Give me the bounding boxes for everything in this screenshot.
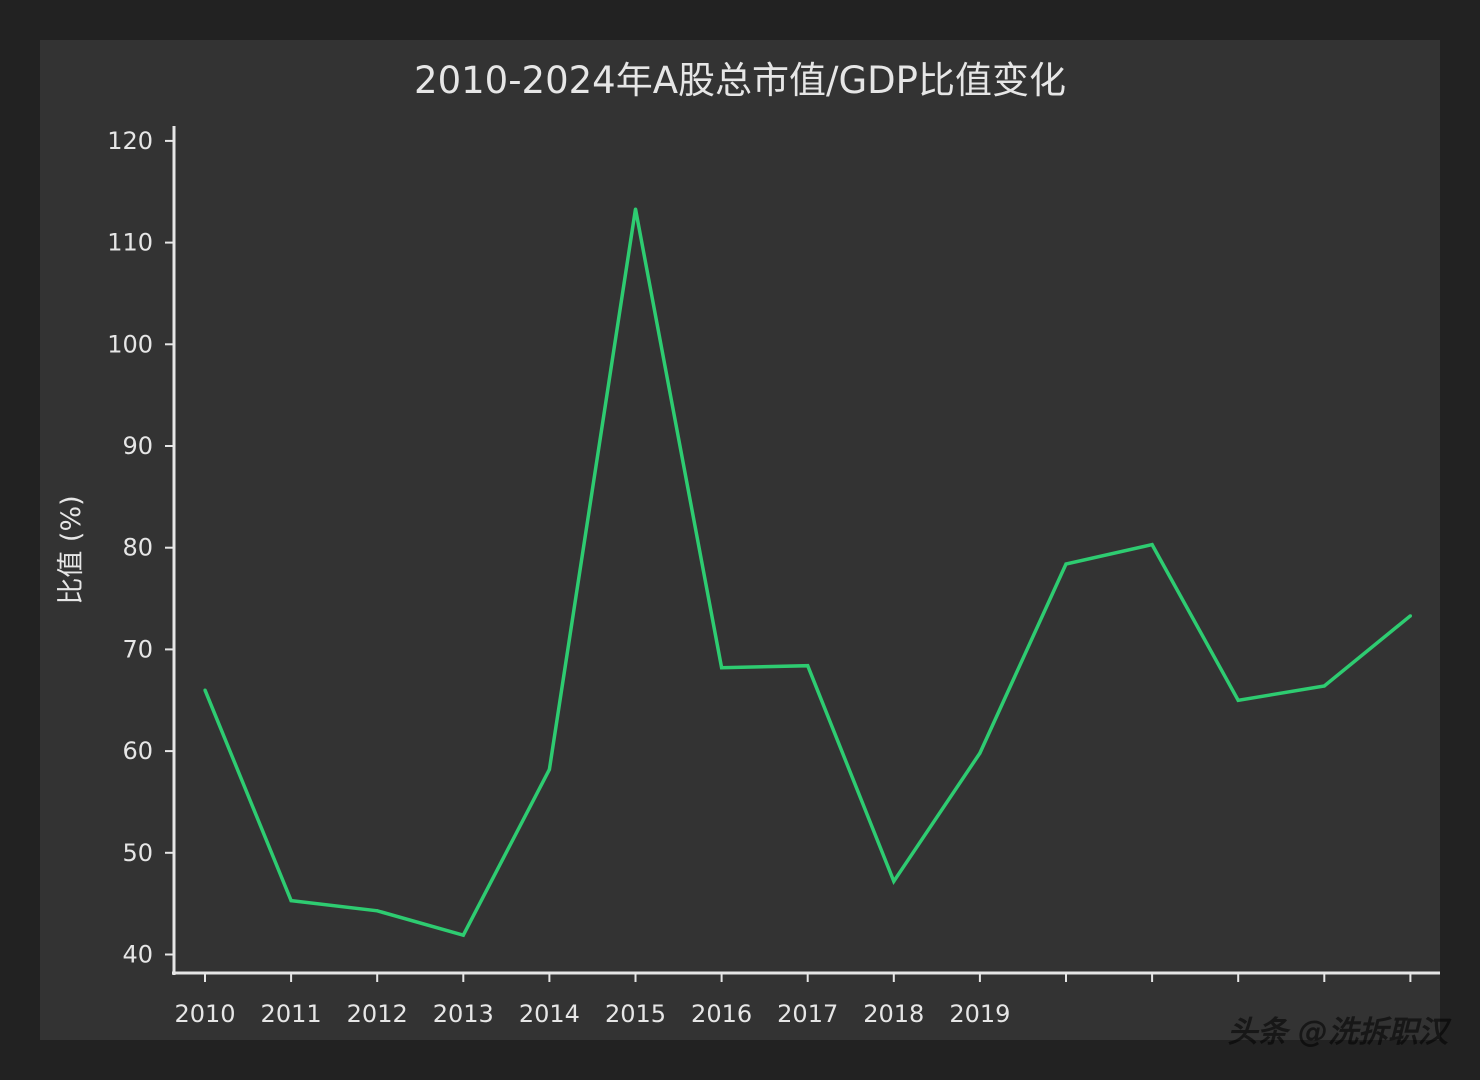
data-point xyxy=(461,933,465,937)
y-tick-label: 70 xyxy=(122,635,153,663)
x-tick-label: 2013 xyxy=(433,1000,494,1028)
data-point xyxy=(1408,614,1412,618)
data-point xyxy=(806,664,810,668)
y-tick-label: 50 xyxy=(122,839,153,867)
x-tick-label: 2012 xyxy=(347,1000,408,1028)
y-axis-label: 比值 (%) xyxy=(56,495,87,604)
series-line xyxy=(203,208,1412,938)
y-tick-label: 110 xyxy=(107,229,153,257)
x-tick-label: 2018 xyxy=(863,1000,924,1028)
y-tick-label: 40 xyxy=(122,941,153,969)
chart-title: 2010-2024年A股总市值/GDP比值变化 xyxy=(414,59,1066,102)
data-point xyxy=(375,909,379,913)
data-point xyxy=(289,898,293,903)
x-tick-label: 2015 xyxy=(605,1000,666,1028)
data-point xyxy=(1236,698,1240,702)
x-tick-label: 2010 xyxy=(174,1000,235,1028)
y-tick-label: 100 xyxy=(107,330,153,358)
y-tick-label: 120 xyxy=(107,127,153,155)
y-tick-label: 80 xyxy=(122,534,153,562)
watermark-text: 头条 @洗拆职汉 xyxy=(1228,1015,1452,1050)
data-point xyxy=(547,767,552,772)
data-point xyxy=(720,666,724,670)
x-tick-label: 2019 xyxy=(949,1000,1010,1028)
y-tick-label: 60 xyxy=(122,737,153,765)
data-point xyxy=(633,207,638,211)
series-group xyxy=(203,207,1412,938)
y-axis-ticks: 40 50 60 70 80 90 100 110 120 xyxy=(107,127,174,969)
x-tick-label: 2011 xyxy=(261,1000,322,1028)
data-point xyxy=(892,879,896,883)
watermark: 头条 @洗拆职汉 xyxy=(1228,1015,1452,1050)
x-tick-label: 2016 xyxy=(691,1000,752,1028)
data-point xyxy=(1150,543,1154,547)
chart-panel xyxy=(40,40,1440,1040)
data-point xyxy=(203,688,207,692)
data-point xyxy=(1064,562,1068,566)
data-point xyxy=(1322,684,1326,688)
data-point xyxy=(978,751,982,755)
x-tick-label: 2017 xyxy=(777,1000,838,1028)
y-tick-label: 90 xyxy=(122,432,153,460)
x-tick-label: 2014 xyxy=(519,1000,580,1028)
x-axis-ticks: 2010 2011 2012 2013 2014 2015 2016 2017 2018 2019 xyxy=(174,973,1412,1028)
